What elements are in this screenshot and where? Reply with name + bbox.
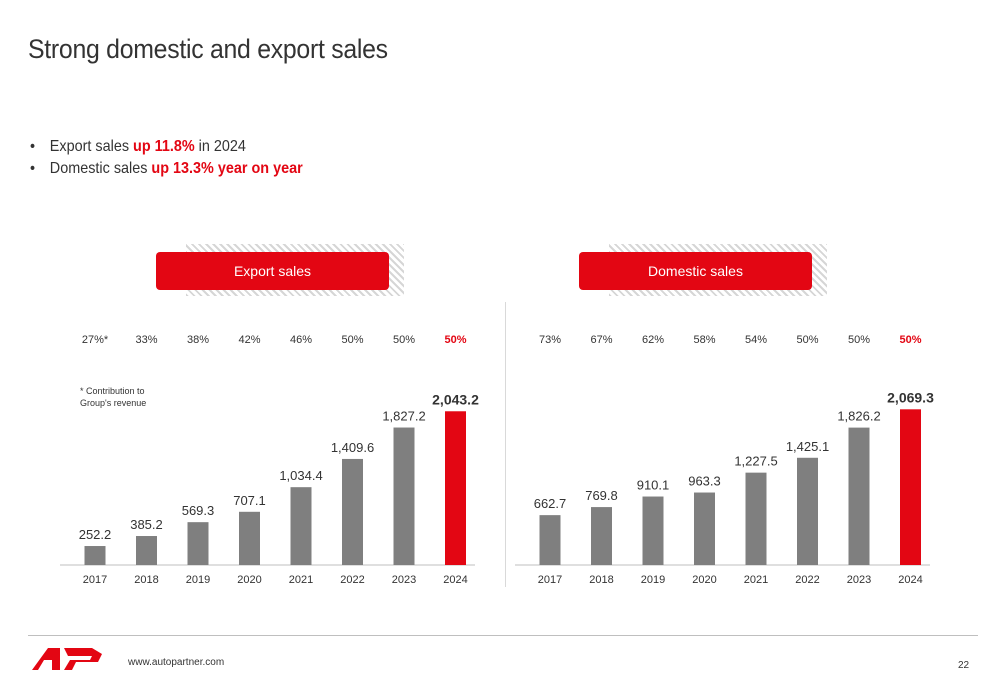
- export-bar-2024: [445, 411, 466, 565]
- export-bar-2023: [393, 427, 415, 565]
- domestic-bar-2021: [745, 472, 767, 565]
- domestic-share-label-2024: 50%: [899, 334, 921, 346]
- domestic-category-label-2021: 2021: [744, 574, 768, 586]
- domestic-share-label-2019: 62%: [642, 334, 664, 346]
- domestic-category-label-2023: 2023: [847, 574, 871, 586]
- domestic-bar-2018: [591, 507, 612, 565]
- domestic-value-label-2019: 910.1: [637, 478, 670, 493]
- domestic-category-label-2019: 2019: [641, 574, 665, 586]
- domestic-share-label-2022: 50%: [796, 334, 818, 346]
- domestic-value-label-2023: 1,826.2: [837, 409, 880, 424]
- domestic-bar-2017: [539, 515, 561, 565]
- website-link[interactable]: www.autopartner.com: [128, 657, 225, 668]
- bullet-list: • Export sales up 11.8% in 2024 • Domestic…: [30, 136, 333, 180]
- domestic-category-label-2024: 2024: [898, 574, 922, 586]
- export-sales-chart: 252.2 2017 27%* 385.2 2018 33% 569.3 2019 38% 707…: [60, 334, 479, 586]
- export-share-label-2020: 42%: [238, 334, 260, 346]
- export-bar-2018: [136, 536, 157, 565]
- domestic-value-label-2018: 769.8: [585, 488, 618, 503]
- export-category-label-2019: 2019: [186, 574, 210, 586]
- domestic-value-label-2024: 2,069.3: [887, 389, 934, 405]
- domestic-value-label-2022: 1,425.1: [786, 439, 829, 454]
- domestic-category-label-2017: 2017: [538, 574, 562, 586]
- bullet-domestic: • Domestic sales up 13.3% year on year: [30, 158, 303, 180]
- export-sales-label: Export sales: [156, 252, 389, 290]
- export-value-label-2022: 1,409.6: [331, 440, 374, 455]
- bullet-text-end: in 2024: [194, 138, 246, 155]
- bullet-highlight: up 11.8%: [133, 138, 195, 155]
- export-share-label-2019: 38%: [187, 334, 209, 346]
- export-category-label-2021: 2021: [289, 574, 313, 586]
- export-category-label-2023: 2023: [392, 574, 416, 586]
- domestic-bar-2022: [797, 457, 818, 565]
- export-bar-2022: [342, 458, 363, 565]
- domestic-bar-2024: [900, 409, 921, 565]
- domestic-value-label-2020: 963.3: [688, 474, 721, 489]
- footer-divider: [28, 635, 978, 636]
- domestic-category-label-2018: 2018: [589, 574, 613, 586]
- export-share-label-2024: 50%: [444, 334, 466, 346]
- domestic-share-label-2017: 73%: [539, 334, 561, 346]
- export-value-label-2021: 1,034.4: [279, 468, 322, 483]
- export-share-label-2021: 46%: [290, 334, 312, 346]
- chart-divider: [505, 302, 506, 587]
- domestic-bar-2023: [848, 427, 870, 565]
- export-share-label-2018: 33%: [135, 334, 157, 346]
- footnote: * Contribution to Group's revenue: [80, 385, 146, 409]
- bullet-dot: •: [30, 138, 36, 155]
- footnote-line-1: * Contribution to: [80, 386, 145, 396]
- export-value-label-2018: 385.2: [130, 517, 163, 532]
- export-bar-2021: [290, 487, 312, 565]
- export-value-label-2017: 252.2: [79, 527, 112, 542]
- bullet-text: Export sales: [49, 138, 134, 155]
- export-value-label-2024: 2,043.2: [432, 391, 479, 407]
- export-bar-2020: [239, 511, 260, 565]
- domestic-share-label-2021: 54%: [745, 334, 767, 346]
- export-category-label-2020: 2020: [237, 574, 261, 586]
- bullet-highlight: up 13.3% year on year: [151, 160, 303, 177]
- domestic-category-label-2020: 2020: [692, 574, 716, 586]
- domestic-sales-chart: 662.7 2017 73% 769.8 2018 67% 910.1 2019 62% 963.…: [515, 334, 934, 586]
- export-value-label-2020: 707.1: [233, 493, 266, 508]
- domestic-bar-2019: [642, 496, 664, 565]
- domestic-sales-label: Domestic sales: [579, 252, 812, 290]
- export-value-label-2019: 569.3: [182, 503, 215, 518]
- domestic-value-label-2017: 662.7: [534, 496, 567, 511]
- domestic-share-label-2020: 58%: [693, 334, 715, 346]
- page-number: 22: [958, 660, 970, 671]
- export-bar-2019: [187, 522, 209, 565]
- bullet-export: • Export sales up 11.8% in 2024: [30, 136, 303, 158]
- export-category-label-2024: 2024: [443, 574, 467, 586]
- export-category-label-2017: 2017: [83, 574, 107, 586]
- export-bar-2017: [84, 546, 106, 565]
- bullet-text: Domestic sales: [49, 160, 152, 177]
- page-title: Strong domestic and export sales: [28, 34, 388, 64]
- export-share-label-2022: 50%: [341, 334, 363, 346]
- autopartner-logo-icon: [32, 648, 102, 670]
- export-share-label-2023: 50%: [393, 334, 415, 346]
- export-value-label-2023: 1,827.2: [382, 409, 425, 424]
- domestic-share-label-2023: 50%: [848, 334, 870, 346]
- domestic-bar-2020: [694, 492, 715, 565]
- footnote-line-2: Group's revenue: [80, 398, 147, 408]
- bullet-dot: •: [30, 160, 36, 177]
- export-category-label-2022: 2022: [340, 574, 364, 586]
- domestic-share-label-2018: 67%: [590, 334, 612, 346]
- export-category-label-2018: 2018: [134, 574, 158, 586]
- export-share-label-2017: 27%*: [82, 334, 109, 346]
- domestic-category-label-2022: 2022: [795, 574, 819, 586]
- domestic-value-label-2021: 1,227.5: [734, 454, 777, 469]
